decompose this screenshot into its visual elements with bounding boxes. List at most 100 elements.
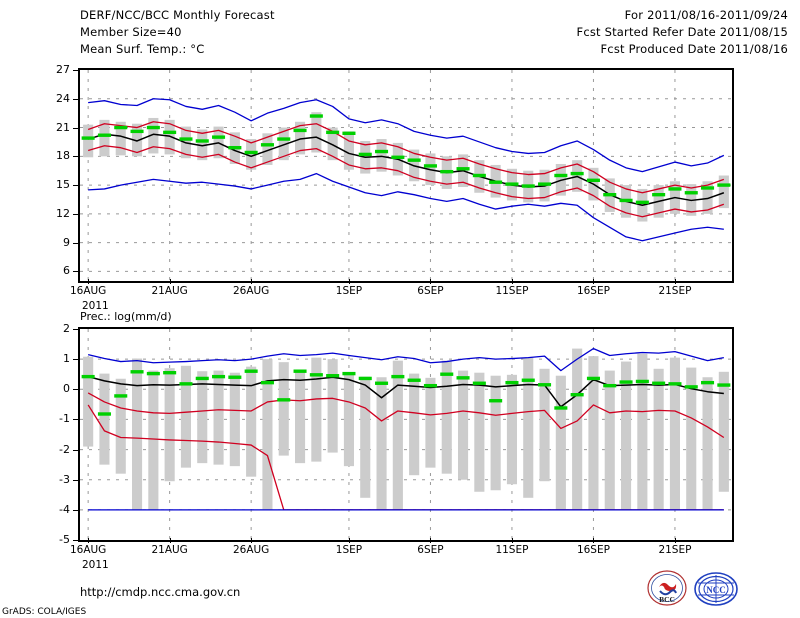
observation-marker [391, 155, 405, 159]
observation-marker [81, 374, 95, 379]
observation-marker [489, 399, 503, 403]
range-bar [99, 373, 110, 465]
range-bar [83, 356, 94, 447]
x-tick-label: 21AUG [151, 544, 188, 556]
observation-marker [652, 381, 666, 385]
observation-marker [423, 383, 437, 388]
x-tick-label: 11SEP [495, 285, 529, 297]
observation-marker [195, 376, 209, 381]
x-tick-mark [674, 538, 676, 543]
range-bar [702, 377, 713, 510]
observation-marker [277, 398, 291, 402]
range-bar [213, 370, 224, 465]
x-tick-label: 16SEP [576, 285, 610, 297]
x-tick-mark [251, 538, 253, 543]
observation-marker [717, 183, 731, 187]
observation-marker [130, 370, 144, 374]
range-bar [343, 131, 355, 170]
range-bar [278, 127, 289, 161]
x-tick-mark [251, 279, 253, 284]
observation-marker [97, 412, 111, 416]
observation-marker [554, 406, 568, 410]
x-tick-label: 11SEP [495, 544, 529, 556]
observation-marker [456, 376, 470, 380]
observation-marker [521, 378, 535, 382]
range-bar [262, 133, 273, 165]
observation-marker [619, 198, 633, 203]
series-line-ensemble-max [88, 98, 725, 173]
range-bar [294, 121, 306, 155]
y-tick-mark [73, 479, 78, 481]
observation-marker [505, 182, 519, 186]
x-tick-mark [430, 538, 432, 543]
observation-marker [538, 182, 552, 186]
x-tick-label: 21SEP [658, 544, 692, 556]
observation-marker [472, 381, 486, 385]
range-bar [457, 370, 469, 480]
observation-marker [489, 180, 503, 184]
y-tick-label: 0 [63, 382, 70, 396]
range-bar [392, 360, 403, 510]
y-tick-mark [73, 213, 78, 215]
variable-label-temperature: Mean Surf. Temp.: °C [80, 42, 205, 56]
range-bar [441, 360, 452, 474]
range-bar [376, 139, 387, 172]
y-tick-label: -2 [59, 442, 70, 456]
range-bar [311, 357, 322, 462]
observation-marker [195, 139, 209, 143]
observation-marker [407, 158, 421, 162]
y-tick-mark [73, 540, 78, 541]
series-line-lower-quartile [87, 392, 725, 439]
forecast-refer-date-label: Fcst Started Refer Date 2011/08/15 [576, 25, 788, 39]
range-bar [637, 353, 648, 510]
observation-marker [179, 382, 193, 386]
range-bar [409, 373, 420, 476]
observation-marker [309, 114, 323, 118]
series-line-ensemble-mean [87, 375, 724, 408]
observation-marker [228, 145, 242, 150]
x-tick-mark [593, 538, 595, 543]
range-bar [197, 371, 208, 464]
range-bar [539, 368, 550, 482]
y-tick-mark [73, 185, 78, 187]
observation-marker [635, 379, 649, 384]
temperature-chart-panel [78, 68, 734, 283]
observation-marker [570, 393, 584, 397]
range-bar [246, 366, 257, 477]
y-tick-mark [73, 98, 78, 100]
y-tick-label: 9 [63, 235, 70, 249]
observation-marker [375, 149, 389, 154]
page-title: DERF/NCC/BCC Monthly Forecast [80, 8, 275, 22]
series-line-ensemble-mean [87, 133, 725, 206]
observation-marker [684, 191, 698, 195]
range-bar [327, 359, 338, 453]
source-url[interactable]: http://cmdp.ncc.cma.gov.cn [80, 585, 241, 599]
observation-marker [472, 173, 486, 178]
range-bar [718, 175, 729, 209]
range-bar [164, 368, 175, 482]
forecast-range-label: For 2011/08/16-2011/09/24 [624, 8, 788, 22]
range-bar [653, 368, 664, 510]
observation-marker [293, 128, 307, 133]
x-tick-mark [88, 279, 90, 284]
observation-marker [114, 125, 128, 130]
x-tick-mark [430, 279, 432, 284]
observation-marker [684, 385, 698, 389]
y-tick-label: 21 [56, 120, 70, 134]
observation-marker [163, 130, 177, 135]
range-bar [718, 371, 729, 492]
observation-marker [391, 374, 405, 379]
observation-marker [342, 371, 356, 376]
y-tick-label: -1 [59, 412, 70, 426]
range-bar [246, 139, 257, 170]
observation-marker [423, 164, 437, 168]
range-bar [669, 357, 681, 510]
y-tick-label: -4 [59, 502, 70, 516]
range-bar [229, 372, 240, 467]
x-tick-label: 16SEP [576, 544, 610, 556]
range-bar [376, 377, 387, 510]
y-tick-label: -3 [59, 472, 70, 486]
y-tick-label: 12 [56, 206, 70, 220]
observation-marker [244, 150, 258, 155]
x-tick-label: 26AUG [232, 544, 270, 556]
